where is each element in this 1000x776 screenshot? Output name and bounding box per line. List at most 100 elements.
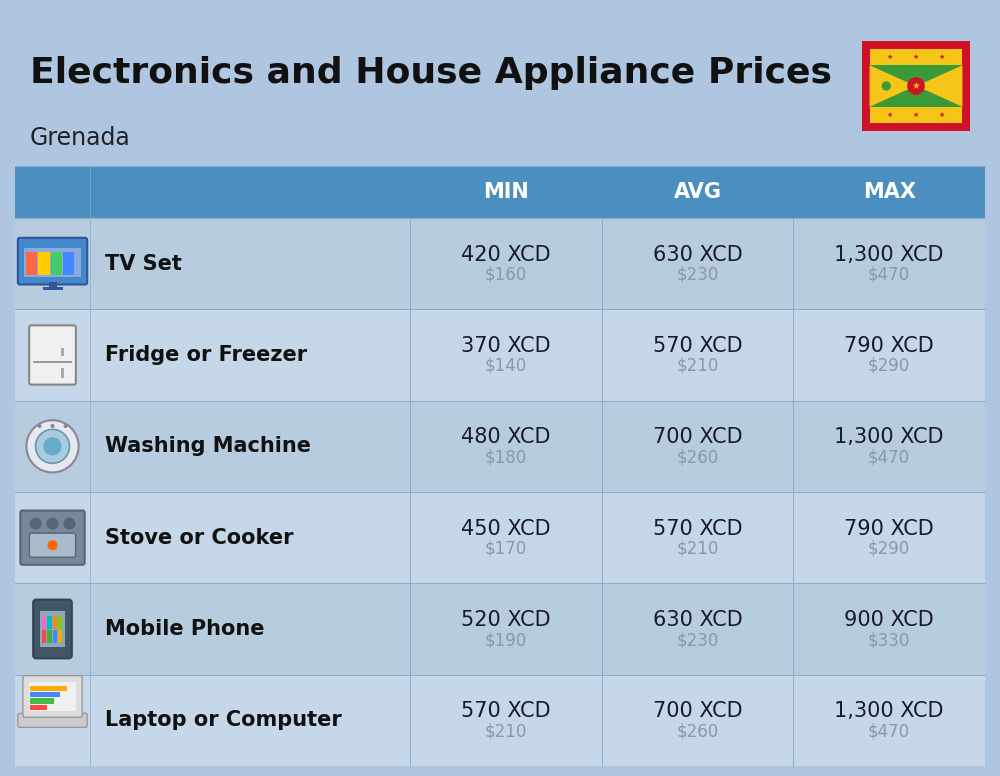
Text: 420 XCD: 420 XCD (461, 244, 551, 265)
Bar (870, 49, 962, 65)
Circle shape (26, 421, 79, 473)
Polygon shape (870, 86, 962, 107)
Text: Mobile Phone: Mobile Phone (105, 619, 264, 639)
Text: $140: $140 (485, 357, 527, 375)
Text: $210: $210 (676, 357, 719, 375)
Bar (30, 686, 67, 691)
Bar (48, 282, 56, 287)
Bar (15, 674, 985, 766)
FancyBboxPatch shape (33, 600, 72, 658)
Circle shape (880, 79, 893, 92)
Bar (50, 251, 62, 275)
Bar (58, 615, 62, 629)
Text: Laptop or Computer: Laptop or Computer (105, 710, 342, 730)
Text: Electronics and House Appliance Prices: Electronics and House Appliance Prices (30, 56, 832, 90)
Text: $330: $330 (868, 631, 910, 649)
Bar (29, 681, 76, 712)
Circle shape (36, 429, 69, 463)
Text: $470: $470 (868, 449, 910, 466)
Text: $160: $160 (485, 265, 527, 284)
Text: 480 XCD: 480 XCD (461, 428, 551, 447)
FancyBboxPatch shape (29, 533, 76, 557)
Circle shape (63, 518, 75, 530)
FancyBboxPatch shape (29, 325, 76, 385)
Bar (63, 251, 74, 275)
FancyBboxPatch shape (20, 511, 85, 565)
Text: 790 XCD: 790 XCD (844, 518, 934, 539)
Text: $190: $190 (485, 631, 527, 649)
Text: ★: ★ (939, 113, 945, 118)
Bar (15, 218, 985, 310)
Circle shape (50, 424, 55, 428)
Bar (30, 705, 47, 710)
Bar (15, 584, 985, 674)
Circle shape (907, 77, 925, 95)
Bar (15, 400, 985, 492)
Bar (61, 369, 64, 378)
Text: 450 XCD: 450 XCD (461, 518, 551, 539)
Bar (15, 166, 985, 218)
Text: ★: ★ (912, 81, 920, 91)
Text: 1,300 XCD: 1,300 XCD (834, 244, 944, 265)
Bar (862, 41, 970, 131)
Text: 1,300 XCD: 1,300 XCD (834, 702, 944, 722)
Text: ★: ★ (887, 113, 893, 118)
Bar (30, 692, 60, 698)
Text: MAX: MAX (863, 182, 916, 202)
Text: 790 XCD: 790 XCD (844, 336, 934, 356)
Text: $290: $290 (868, 539, 910, 558)
Bar (15, 310, 985, 400)
Text: ★: ★ (887, 54, 893, 60)
Text: 900 XCD: 900 XCD (844, 610, 934, 630)
Text: AVG: AVG (674, 182, 722, 202)
Text: Grenada: Grenada (30, 126, 131, 150)
Bar (42, 615, 46, 629)
Bar (30, 698, 54, 704)
Circle shape (46, 518, 59, 530)
Text: 370 XCD: 370 XCD (461, 336, 551, 356)
Text: ★: ★ (913, 113, 919, 118)
Bar (58, 630, 62, 643)
Bar (42, 630, 46, 643)
Text: 700 XCD: 700 XCD (653, 428, 742, 447)
Bar (15, 492, 985, 584)
Circle shape (43, 437, 62, 456)
Bar (52, 615, 57, 629)
Text: ★: ★ (939, 54, 945, 60)
Text: ★: ★ (913, 54, 919, 60)
Text: $290: $290 (868, 357, 910, 375)
Text: Fridge or Freezer: Fridge or Freezer (105, 345, 307, 365)
Text: 1,300 XCD: 1,300 XCD (834, 428, 944, 447)
FancyBboxPatch shape (18, 713, 87, 727)
Bar (24, 248, 81, 276)
Text: 520 XCD: 520 XCD (461, 610, 551, 630)
Text: $180: $180 (485, 449, 527, 466)
Bar (47, 615, 52, 629)
Text: $170: $170 (485, 539, 527, 558)
Circle shape (37, 424, 42, 428)
Text: 570 XCD: 570 XCD (653, 336, 742, 356)
Bar (47, 630, 52, 643)
Text: $210: $210 (485, 722, 527, 740)
Circle shape (63, 424, 68, 428)
Text: $260: $260 (676, 722, 719, 740)
Text: TV Set: TV Set (105, 254, 182, 274)
Circle shape (882, 81, 891, 91)
Circle shape (47, 540, 58, 550)
Bar (870, 107, 962, 123)
Text: 570 XCD: 570 XCD (653, 518, 742, 539)
Text: Stove or Cooker: Stove or Cooker (105, 528, 294, 548)
Circle shape (30, 518, 42, 530)
Bar (42, 286, 62, 289)
Bar (40, 611, 65, 647)
Text: MIN: MIN (483, 182, 529, 202)
Text: $230: $230 (676, 265, 719, 284)
Bar (26, 251, 37, 275)
FancyBboxPatch shape (18, 237, 87, 285)
Polygon shape (870, 65, 916, 107)
Bar (61, 348, 64, 356)
Text: $470: $470 (868, 265, 910, 284)
Text: $230: $230 (676, 631, 719, 649)
Text: $470: $470 (868, 722, 910, 740)
FancyBboxPatch shape (23, 676, 82, 717)
